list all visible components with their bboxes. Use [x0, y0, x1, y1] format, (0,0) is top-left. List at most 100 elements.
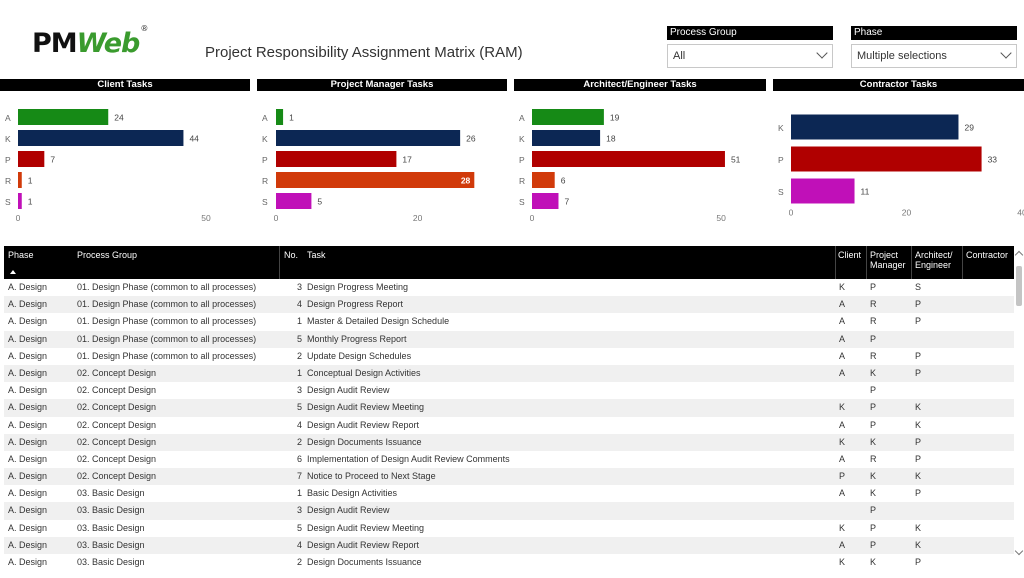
cell-task: Design Audit Review	[307, 505, 390, 516]
cell-architect-engineer: P	[915, 350, 922, 361]
bar-S[interactable]	[18, 193, 22, 209]
table-row[interactable]: A. Design 03. Basic Design 4 Design Audit R…	[4, 536, 1014, 554]
cell-client: K	[839, 557, 846, 567]
contractor-tasks-chart: Contractor Tasks K 29 P 33 S 11 0 20 40	[773, 79, 1024, 239]
cell-phase: A. Design	[8, 299, 48, 310]
cell-project-manager: P	[870, 419, 877, 430]
sort-ascending-icon[interactable]	[10, 270, 16, 274]
cell-client: A	[839, 350, 846, 361]
cell-phase: A. Design	[8, 488, 48, 499]
cell-task: Design Progress Meeting	[307, 282, 409, 292]
category-label: K	[778, 123, 784, 133]
phase-dropdown[interactable]: Multiple selections	[851, 44, 1017, 68]
table-row[interactable]: A. Design 02. Concept Design 7 Notice to Pr…	[4, 468, 1014, 486]
cell-architect-engineer: P	[915, 367, 922, 378]
col-phase-header[interactable]: Phase	[8, 250, 34, 260]
table-row[interactable]: A. Design 02. Concept Design 2 Design Docum…	[4, 433, 1014, 451]
cell-no: 2	[296, 557, 302, 567]
table-header: Phase Process Group No. Task Client Proj…	[4, 246, 1014, 279]
cell-process-group: 01. Design Phase (common to all processe…	[77, 316, 257, 327]
cell-no: 4	[296, 539, 302, 550]
data-label: 6	[561, 176, 566, 186]
bar-K[interactable]	[791, 114, 959, 140]
col-project-manager-header[interactable]: Project Manager	[870, 250, 906, 270]
table-row[interactable]: A. Design 02. Concept Design 3 Design Audit…	[4, 382, 1014, 399]
table-row[interactable]: A. Design 02. Concept Design 4 Design Audit…	[4, 417, 1014, 434]
bar-R[interactable]	[18, 172, 22, 188]
cell-task: Basic Design Activities	[307, 488, 398, 499]
process-group-dropdown[interactable]: All	[667, 44, 833, 68]
col-no-header[interactable]: No.	[284, 250, 299, 260]
project-manager-tasks-chart: Project Manager Tasks A 1 K 26 P 17 R 28 S 5 0 20	[257, 79, 507, 239]
table-row[interactable]: A. Design 02. Concept Design 5 Design Audit…	[4, 399, 1014, 417]
bar-S[interactable]	[791, 178, 855, 204]
x-tick-label: 40	[1017, 208, 1024, 218]
process-group-value: All	[673, 50, 686, 62]
cell-architect-engineer: P	[915, 488, 922, 499]
cell-task: Design Audit Review Report	[307, 419, 420, 430]
bar-K[interactable]	[18, 130, 184, 146]
bar-A[interactable]	[532, 109, 604, 125]
table-row[interactable]: A. Design 01. Design Phase (common to all…	[4, 348, 1014, 365]
cell-client: K	[839, 436, 846, 447]
table-row[interactable]: A. Design 03. Basic Design 1 Basic Design A…	[4, 485, 1014, 502]
bar-A[interactable]	[276, 109, 284, 125]
cell-phase: A. Design	[8, 539, 48, 550]
table-row[interactable]: A. Design 02. Concept Design 1 Conceptual D…	[4, 364, 1014, 383]
cell-process-group: 02. Concept Design	[77, 436, 157, 447]
cell-architect-engineer: K	[915, 539, 922, 550]
cell-client: K	[839, 522, 846, 533]
bar-K[interactable]	[532, 130, 601, 146]
cell-project-manager: R	[870, 350, 877, 361]
data-label: 29	[964, 123, 974, 133]
phase-value: Multiple selections	[857, 50, 947, 62]
phase-slicer: Phase Multiple selections	[851, 26, 1017, 68]
table-row[interactable]: A. Design 01. Design Phase (common to all…	[4, 313, 1014, 330]
table-body: A. Design 01. Design Phase (common to all…	[4, 279, 1014, 571]
bar-R[interactable]	[276, 172, 475, 188]
table-row[interactable]: A. Design 03. Basic Design 3 Design Audit R…	[4, 502, 1014, 520]
contractor-tasks-svg: K 29 P 33 S 11 0 20 40	[778, 114, 1024, 218]
cell-process-group: 02. Concept Design	[77, 367, 157, 378]
bar-S[interactable]	[276, 193, 312, 209]
col-architect-engineer-header[interactable]: Architect/ Engineer	[915, 250, 953, 270]
cell-project-manager: K	[870, 557, 877, 567]
bar-P[interactable]	[276, 151, 397, 167]
cell-process-group: 01. Design Phase (common to all processe…	[77, 333, 257, 344]
cell-no: 6	[296, 453, 302, 464]
scroll-down-icon[interactable]	[1014, 546, 1024, 556]
table-row[interactable]: A. Design 01. Design Phase (common to all…	[4, 279, 1014, 296]
col-process-group-header[interactable]: Process Group	[77, 250, 138, 260]
cell-client: A	[839, 333, 846, 344]
scroll-up-icon[interactable]	[1014, 250, 1024, 260]
bar-K[interactable]	[276, 130, 461, 146]
bar-P[interactable]	[18, 151, 45, 167]
cell-project-manager: P	[870, 539, 877, 550]
cell-phase: A. Design	[8, 505, 48, 516]
bar-S[interactable]	[532, 193, 559, 209]
cell-client: P	[839, 471, 846, 482]
bar-P[interactable]	[791, 146, 982, 172]
chart-title: Contractor Tasks	[773, 79, 1024, 91]
table-row[interactable]: A. Design 02. Concept Design 6 Implementati…	[4, 451, 1014, 468]
bar-P[interactable]	[532, 151, 725, 167]
col-client-header[interactable]: Client	[838, 250, 862, 260]
bar-R[interactable]	[532, 172, 555, 188]
table-scrollbar[interactable]	[1014, 246, 1024, 578]
bar-A[interactable]	[18, 109, 109, 125]
cell-process-group: 03. Basic Design	[77, 539, 145, 550]
col-task-header[interactable]: Task	[307, 250, 326, 260]
scroll-thumb[interactable]	[1016, 266, 1022, 306]
table-row[interactable]: A. Design 01. Design Phase (common to all…	[4, 296, 1014, 314]
table-row[interactable]: A. Design 01. Design Phase (common to all…	[4, 330, 1014, 348]
architect-engineer-tasks-svg: A 19 K 18 P 51 R 6 S 7 0 50	[519, 109, 741, 223]
category-label: A	[262, 113, 268, 123]
table-row[interactable]: A. Design 03. Basic Design 2 Design Documen…	[4, 554, 1014, 571]
col-contractor-header[interactable]: Contractor	[966, 250, 1009, 260]
cell-task: Master & Detailed Design Schedule	[307, 316, 450, 327]
cell-architect-engineer: P	[915, 299, 922, 310]
cell-architect-engineer: K	[915, 402, 922, 413]
cell-architect-engineer: S	[915, 282, 922, 292]
table-row[interactable]: A. Design 03. Basic Design 5 Design Audit R…	[4, 520, 1014, 537]
cell-project-manager: K	[870, 436, 877, 447]
